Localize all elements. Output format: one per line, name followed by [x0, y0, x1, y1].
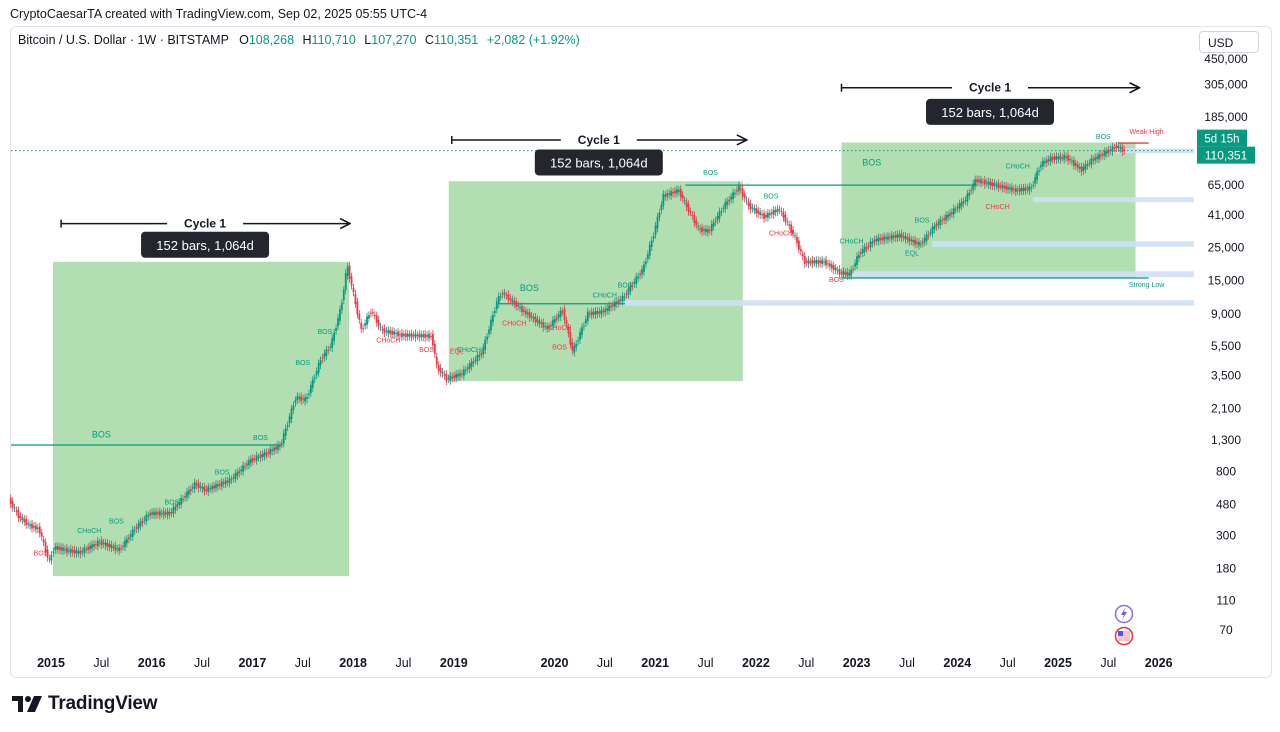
high-label: H	[302, 33, 312, 47]
close-value: 110,351	[433, 33, 479, 47]
low-value: 107,270	[371, 33, 417, 47]
tradingview-wordmark: TradingView	[48, 693, 158, 714]
close-label: C	[424, 33, 434, 47]
open-label: O	[239, 33, 249, 47]
open-value: 108,268	[248, 33, 295, 47]
chart-attribution: CryptoCaesarTA created with TradingView.…	[10, 7, 428, 21]
change-value: +2,082 (+1.92%)	[486, 33, 580, 47]
low-label: L	[364, 33, 372, 47]
currency-button[interactable]: USD	[1199, 31, 1259, 53]
symbol-title: Bitcoin / U.S. Dollar · 1W · BITSTAMP	[18, 33, 229, 47]
tradingview-logo-icon	[12, 696, 42, 712]
chart-panel[interactable]	[10, 26, 1272, 678]
symbol-legend[interactable]: Bitcoin / U.S. Dollar · 1W · BITSTAMP O1…	[18, 33, 585, 47]
high-value: 110,710	[311, 33, 356, 47]
tradingview-logo[interactable]: TradingView	[12, 693, 158, 715]
